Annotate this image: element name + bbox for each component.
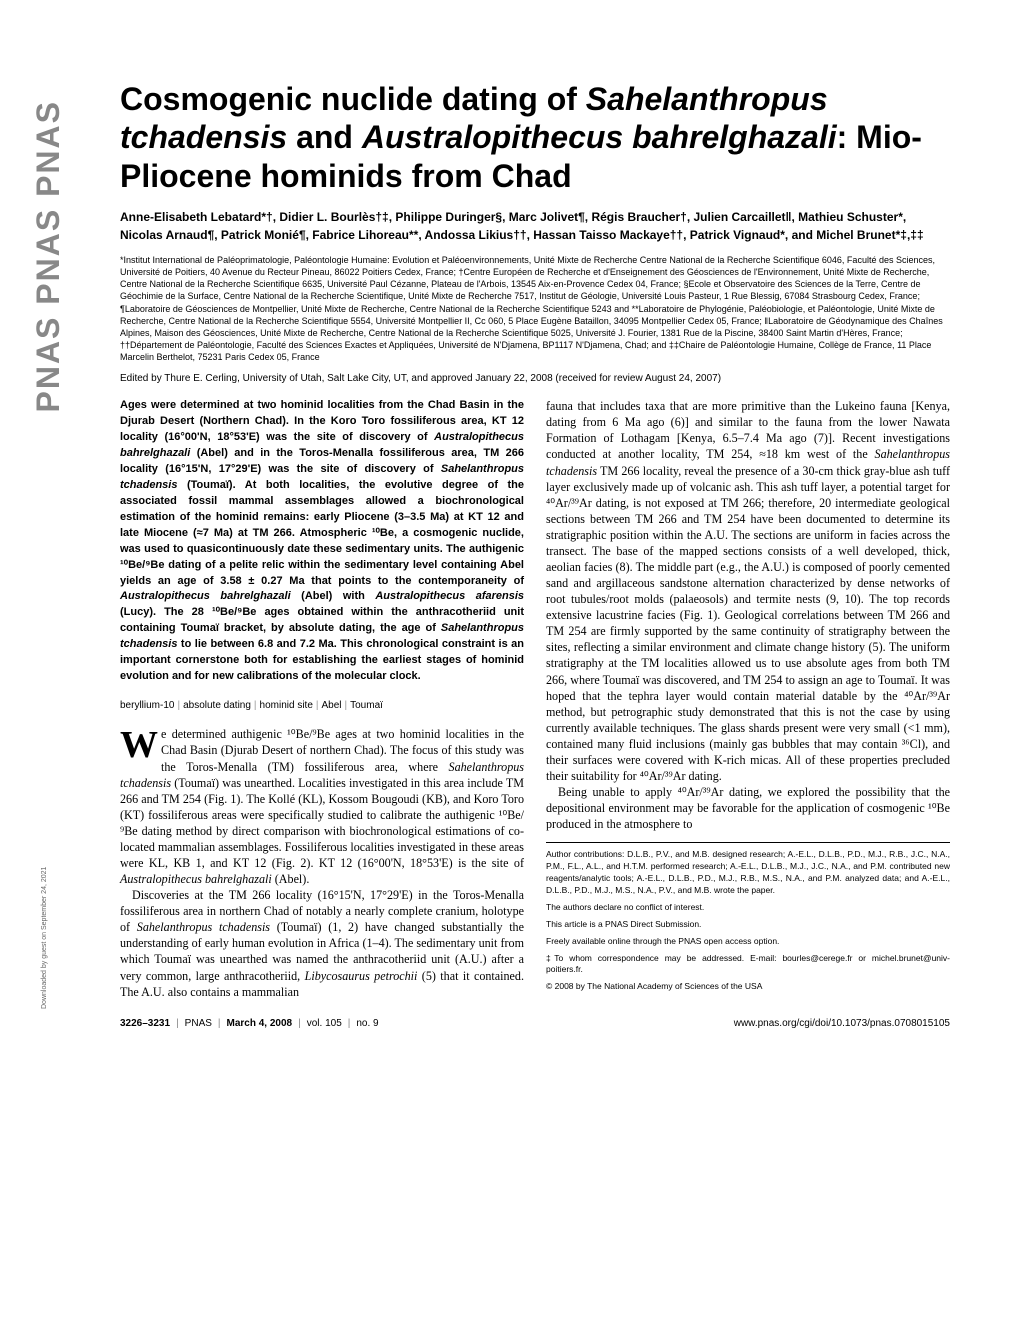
abstract: Ages were determined at two hominid loca… (120, 398, 524, 685)
edited-by: Edited by Thure E. Cerling, University o… (120, 373, 950, 384)
footer-left: 3226–3231|PNAS|March 4, 2008|vol. 105|no… (120, 1018, 379, 1029)
body-paragraph: Discoveries at the TM 266 locality (16°1… (120, 887, 524, 1000)
keywords: beryllium-10|absolute dating|hominid sit… (120, 699, 524, 712)
page-footer: 3226–3231|PNAS|March 4, 2008|vol. 105|no… (120, 1018, 950, 1029)
article-title: Cosmogenic nuclide dating of Sahelanthro… (120, 80, 950, 195)
body-paragraph: We determined authigenic ¹⁰Be/⁹Be ages a… (120, 726, 524, 887)
copyright: © 2008 by The National Academy of Scienc… (546, 981, 950, 993)
issue-no: no. 9 (356, 1018, 378, 1029)
footer-right: www.pnas.org/cgi/doi/10.1073/pnas.070801… (734, 1018, 950, 1029)
author-contributions: Author contributions: D.L.B., P.V., and … (546, 849, 950, 897)
issue-date: March 4, 2008 (227, 1018, 293, 1029)
body-paragraph: fauna that includes taxa that are more p… (546, 398, 950, 784)
download-note: Downloaded by guest on September 24, 202… (41, 866, 48, 1008)
title-italic: Australopithecus bahrelghazali (362, 119, 837, 155)
body-paragraph: Being unable to apply ⁴⁰Ar/³⁹Ar dating, … (546, 784, 950, 832)
affiliations: *Institut International de Paléoprimatol… (120, 254, 950, 363)
pnas-watermark: PNAS PNAS PNAS (30, 100, 67, 413)
submission-note: This article is a PNAS Direct Submission… (546, 919, 950, 931)
journal-name: PNAS (185, 1018, 212, 1029)
left-column: Ages were determined at two hominid loca… (120, 398, 524, 1000)
dropcap: W (120, 726, 161, 761)
volume: vol. 105 (307, 1018, 342, 1029)
footnotes: Author contributions: D.L.B., P.V., and … (546, 842, 950, 993)
page-range: 3226–3231 (120, 1018, 170, 1029)
open-access-note: Freely available online through the PNAS… (546, 936, 950, 948)
title-part: and (287, 119, 362, 155)
conflict-statement: The authors declare no conflict of inter… (546, 902, 950, 914)
correspondence: ‡To whom correspondence may be addressed… (546, 953, 950, 977)
author-list: Anne-Elisabeth Lebatard*†, Didier L. Bou… (120, 209, 950, 244)
right-column: fauna that includes taxa that are more p… (546, 398, 950, 1000)
title-part: Cosmogenic nuclide dating of (120, 81, 586, 117)
